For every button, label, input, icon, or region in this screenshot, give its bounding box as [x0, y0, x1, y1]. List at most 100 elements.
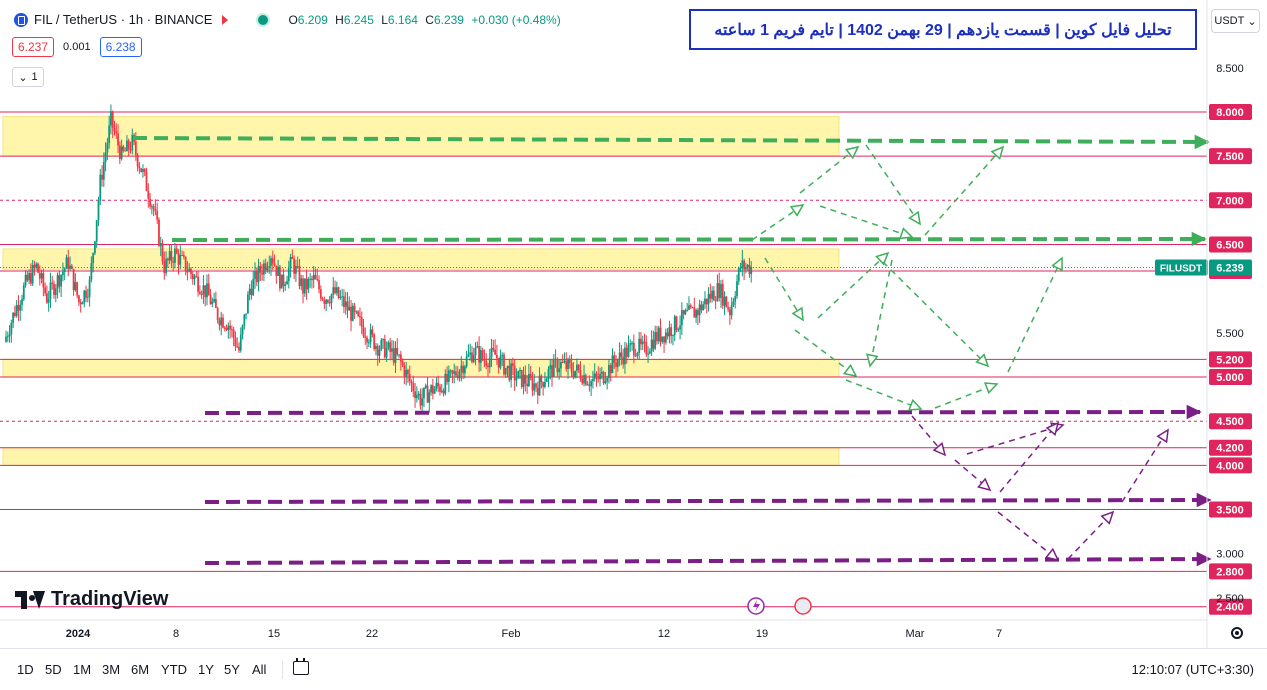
candle-body: [638, 338, 641, 353]
candle-body: [590, 381, 593, 387]
candle-body: [166, 258, 169, 261]
candle-body: [362, 326, 365, 337]
symbol-legend[interactable]: FIL / TetherUS · 1h · BINANCE O6.209 H6.…: [14, 12, 565, 27]
timeframe-5d-button[interactable]: 5D: [45, 662, 62, 677]
candle-body: [147, 190, 150, 199]
timeframe-1y-button[interactable]: 1Y: [198, 662, 214, 677]
candle-body: [544, 382, 546, 387]
candle-body: [277, 266, 280, 276]
price-level-tag: [1209, 351, 1252, 368]
candle-body: [262, 263, 265, 275]
x-tick-label: 22: [366, 628, 378, 640]
green-scenario-arrow-head: [866, 353, 879, 368]
candle-body: [540, 375, 543, 383]
candle-body: [53, 283, 55, 295]
chart-canvas[interactable]: 8.0007.5007.0006.5006.2005.2005.0004.500…: [0, 0, 1267, 648]
candle-body: [19, 304, 22, 311]
candle-body: [56, 275, 59, 289]
candle-body: [318, 280, 320, 290]
candle-body: [246, 294, 249, 314]
candle-body: [273, 263, 276, 266]
timeframe-1d-button[interactable]: 1D: [17, 662, 34, 677]
candle-body: [236, 346, 239, 348]
candle-body: [202, 285, 205, 295]
green-scenario-arrow-head: [789, 204, 805, 217]
candle-body: [399, 354, 402, 362]
spread-value: 0.001: [63, 41, 91, 53]
symbol-name[interactable]: FIL / TetherUS · 1h · BINANCE: [34, 12, 213, 27]
candle-body: [552, 358, 555, 378]
candle-body: [716, 283, 719, 301]
candle-body: [508, 365, 511, 380]
clock-timezone[interactable]: 12:10:07 (UTC+3:30): [1131, 662, 1254, 677]
timeframe-all-button[interactable]: All: [252, 662, 267, 677]
candle-body: [499, 356, 502, 368]
candle-body: [727, 307, 729, 310]
candle-body: [218, 320, 221, 326]
candle-body: [570, 363, 573, 372]
purple-target-arrow-head: [1196, 551, 1212, 567]
tradingview-logo-icon: [15, 590, 45, 609]
candle-body: [736, 281, 738, 297]
buy-price-button[interactable]: 6.238: [99, 37, 142, 57]
support-resistance-zone: [2, 248, 840, 270]
candle-body: [158, 219, 160, 246]
candle-body: [604, 381, 607, 384]
timeframe-3m-button[interactable]: 3M: [102, 662, 121, 677]
candle-body: [748, 264, 751, 275]
candle-body: [81, 303, 84, 305]
timeframe-1m-button[interactable]: 1M: [73, 662, 92, 677]
calendar-icon[interactable]: [293, 658, 309, 675]
candle-body: [359, 315, 361, 318]
candle-body: [161, 243, 164, 262]
flag-icon[interactable]: [222, 14, 229, 25]
candle-body: [440, 390, 443, 392]
candle-body: [44, 287, 47, 294]
candle-body: [522, 374, 525, 387]
candle-body: [659, 327, 662, 342]
candle-body: [255, 270, 258, 283]
candle-body: [124, 150, 127, 152]
currency-select[interactable]: USDT ⌄: [1211, 9, 1260, 33]
candle-body: [72, 268, 75, 291]
sell-price-button[interactable]: 6.237: [12, 37, 55, 57]
candle-body: [744, 267, 747, 270]
price-level-tag: [1209, 413, 1252, 430]
candle-body: [113, 127, 116, 132]
candle-body: [469, 352, 472, 355]
gear-icon[interactable]: [1231, 627, 1243, 639]
candle-body: [675, 316, 678, 331]
candle-body: [69, 265, 71, 269]
candle-body: [405, 370, 408, 378]
candle-body: [252, 278, 255, 296]
candle-body: [46, 293, 48, 303]
timeframe-5y-button[interactable]: 5Y: [224, 662, 240, 677]
timeframe-ytd-button[interactable]: YTD: [161, 662, 187, 677]
candle-body: [533, 383, 536, 391]
candle-body: [375, 345, 377, 349]
candle-body: [536, 387, 539, 396]
candle-body: [504, 367, 507, 375]
candle-body: [150, 206, 153, 208]
candle-body: [707, 293, 710, 305]
timeframe-6m-button[interactable]: 6M: [131, 662, 150, 677]
candle-body: [462, 365, 464, 374]
candle-body: [332, 287, 335, 295]
candle-body: [513, 366, 516, 381]
candle-body: [506, 365, 509, 368]
candle-body: [458, 371, 461, 379]
green-scenario-arrow: [882, 261, 989, 367]
candle-body: [597, 376, 600, 380]
candle-body: [433, 389, 436, 394]
lightning-icon: [753, 600, 760, 612]
candle-body: [428, 392, 431, 403]
candle-body: [608, 365, 610, 378]
candle-body: [85, 290, 87, 298]
candle-body: [270, 258, 272, 266]
tradingview-logo[interactable]: TradingView: [15, 588, 168, 611]
candle-body: [634, 355, 637, 357]
candle-body: [693, 307, 696, 318]
indicators-toggle-button[interactable]: ⌄ 1: [12, 67, 44, 87]
candle-body: [588, 384, 591, 387]
candle-body: [259, 266, 262, 273]
